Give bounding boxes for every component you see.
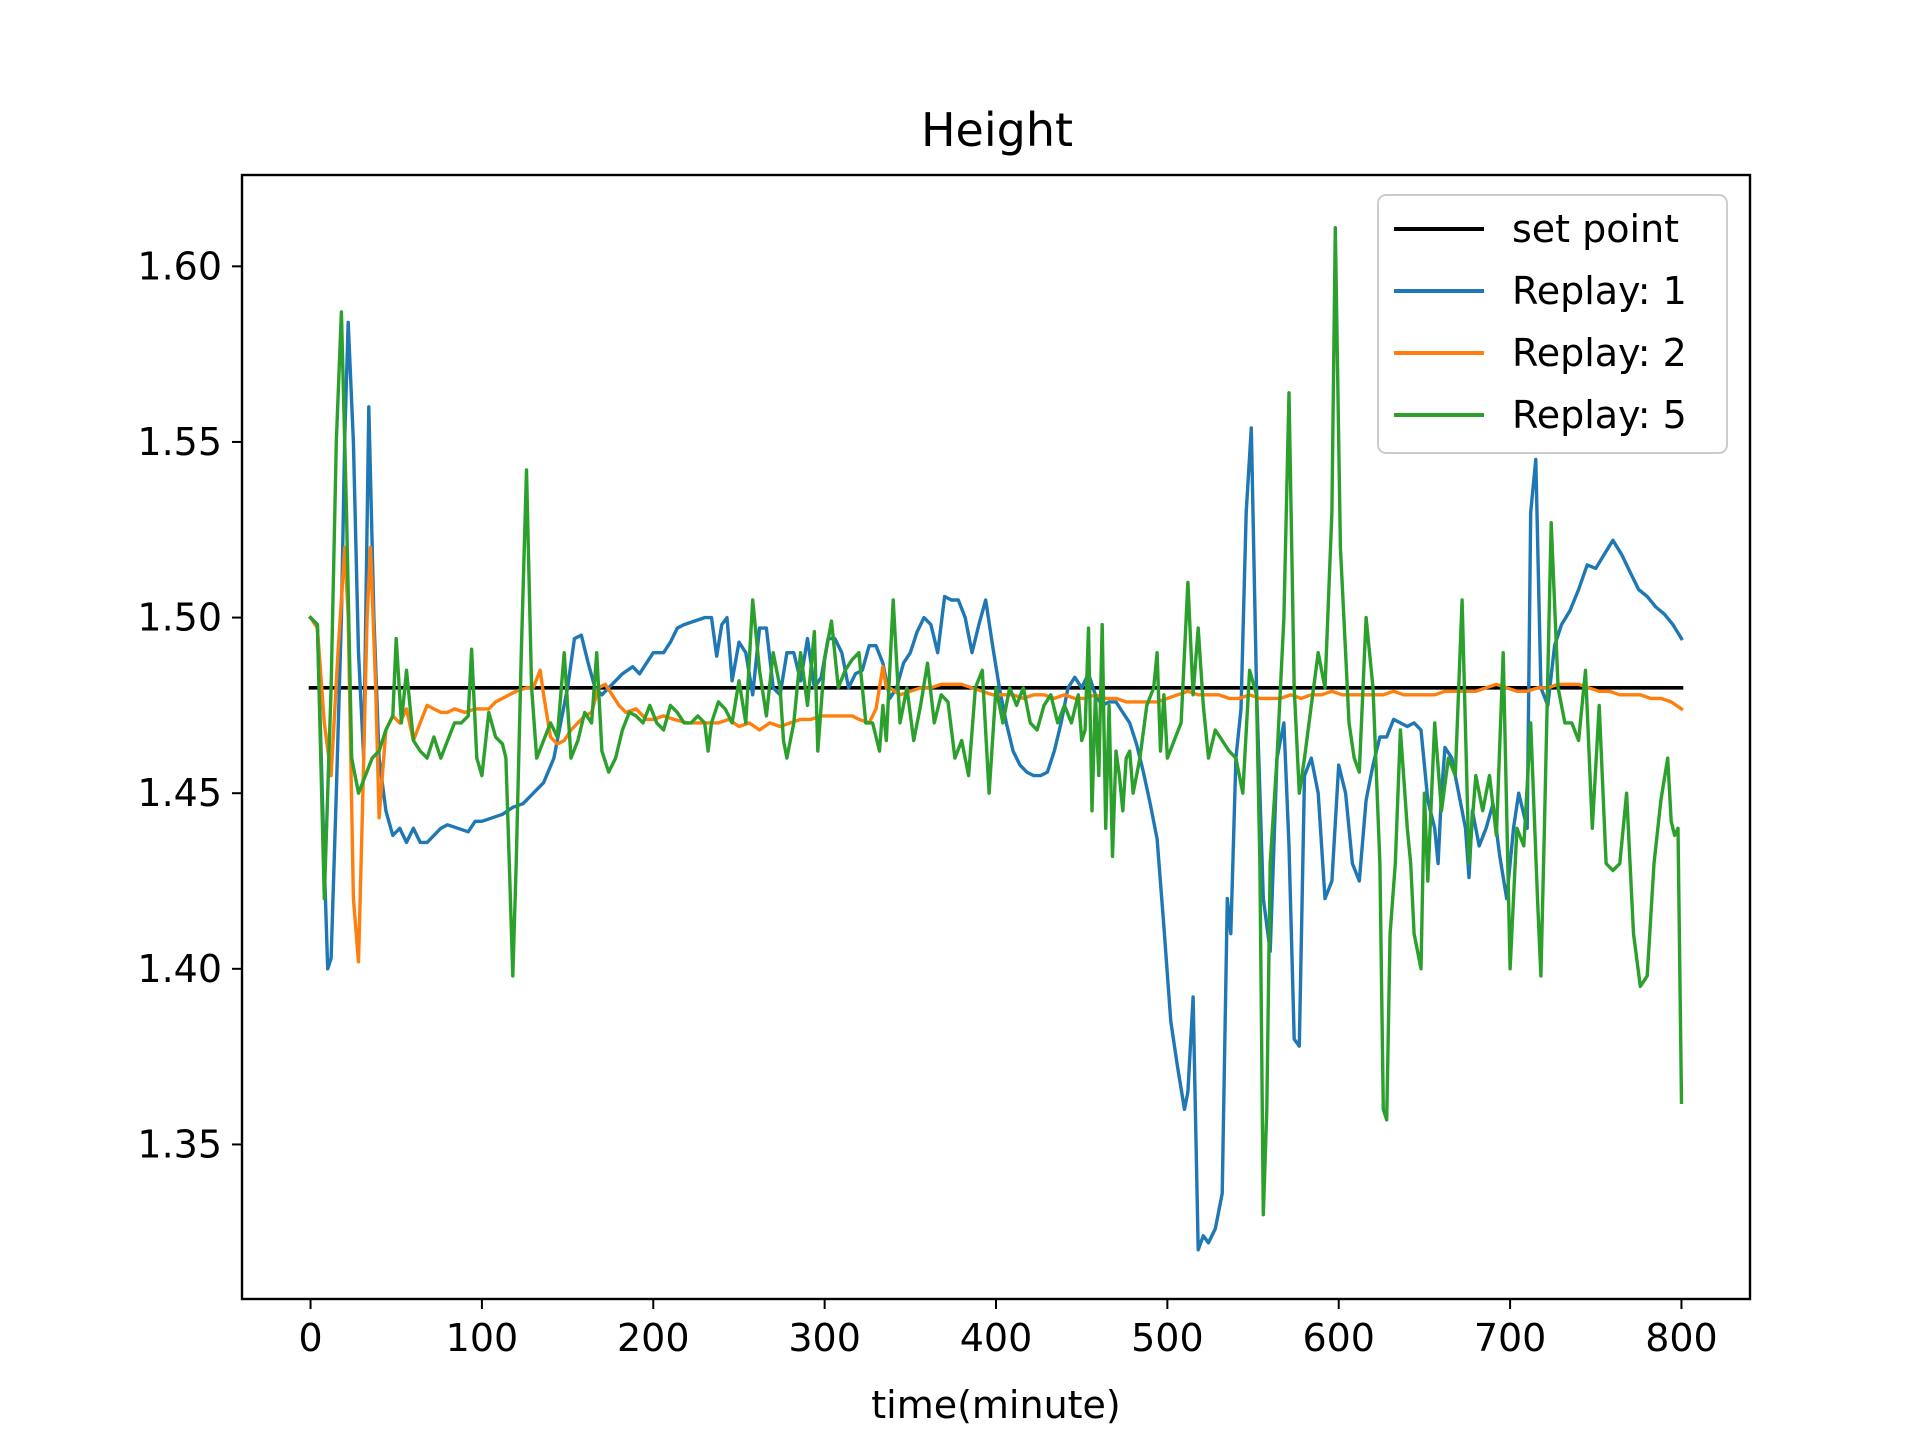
x-tick-label: 800	[1645, 1316, 1718, 1360]
legend-label-set-point: set point	[1512, 207, 1679, 251]
x-tick-label: 700	[1474, 1316, 1547, 1360]
y-tick-label: 1.35	[137, 1122, 222, 1166]
series-line-replay-1	[308, 320, 1684, 1252]
x-axis-label: time(minute)	[871, 1383, 1121, 1427]
y-tick-label: 1.45	[137, 771, 222, 815]
x-tick-label: 400	[960, 1316, 1033, 1360]
y-tick-label: 1.40	[137, 947, 222, 991]
y-tick-label: 1.50	[137, 596, 222, 640]
legend-label-replay-2: Replay: 2	[1512, 331, 1687, 375]
series-line-replay-5	[308, 226, 1684, 1217]
x-tick-label: 500	[1131, 1316, 1204, 1360]
x-tick-label: 100	[446, 1316, 519, 1360]
x-axis: 0 100 200 300 400 500 600 700 800	[298, 1299, 1718, 1360]
legend-box	[1377, 194, 1728, 454]
legend: set point Replay: 1 Replay: 2 Replay: 5	[1377, 194, 1728, 454]
legend-label-replay-1: Replay: 1	[1512, 269, 1687, 313]
chart-title: Height	[921, 103, 1073, 157]
series-layer	[308, 226, 1684, 1252]
x-tick-label: 200	[617, 1316, 690, 1360]
y-tick-label: 1.60	[137, 244, 222, 288]
y-axis: 1.35 1.40 1.45 1.50 1.55 1.60	[137, 244, 242, 1166]
x-tick-label: 600	[1302, 1316, 1375, 1360]
y-tick-label: 1.55	[137, 420, 222, 464]
x-tick-label: 0	[298, 1316, 322, 1360]
x-tick-label: 300	[788, 1316, 861, 1360]
legend-label-replay-5: Replay: 5	[1512, 393, 1687, 437]
